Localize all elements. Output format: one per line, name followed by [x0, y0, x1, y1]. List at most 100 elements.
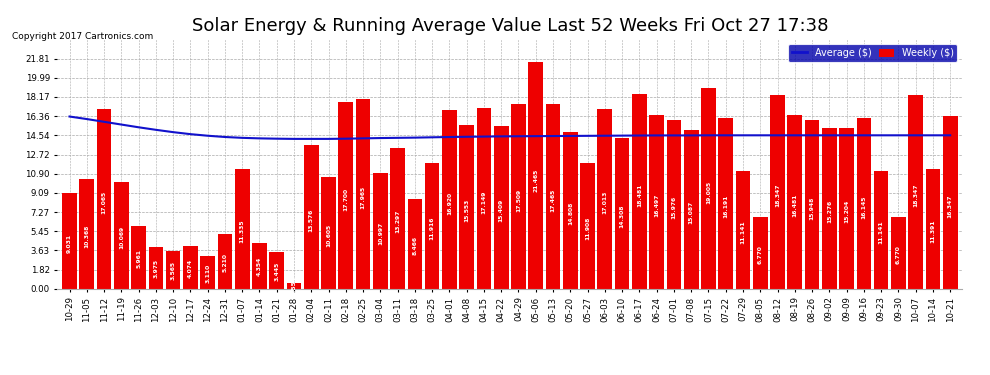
- Text: 11.391: 11.391: [931, 219, 936, 243]
- Text: 17.509: 17.509: [516, 189, 521, 211]
- Bar: [701, 88, 716, 289]
- Text: 13.297: 13.297: [395, 210, 400, 233]
- Bar: [615, 138, 630, 289]
- Bar: [287, 283, 301, 289]
- Bar: [684, 129, 699, 289]
- Text: 4.074: 4.074: [188, 258, 193, 278]
- Text: Copyright 2017 Cartronics.com: Copyright 2017 Cartronics.com: [12, 32, 153, 41]
- Text: 18.347: 18.347: [775, 184, 780, 207]
- Bar: [736, 171, 750, 289]
- Text: 15.204: 15.204: [844, 200, 849, 223]
- Bar: [132, 226, 146, 289]
- Bar: [908, 95, 923, 289]
- Text: 8.466: 8.466: [413, 236, 418, 255]
- Bar: [666, 120, 681, 289]
- Text: 6.770: 6.770: [757, 245, 762, 264]
- Text: 17.700: 17.700: [344, 188, 348, 211]
- Bar: [148, 247, 163, 289]
- Bar: [304, 146, 319, 289]
- Text: 16.497: 16.497: [654, 194, 659, 217]
- Bar: [805, 120, 820, 289]
- Bar: [580, 163, 595, 289]
- Bar: [770, 95, 785, 289]
- Bar: [252, 243, 266, 289]
- Text: 16.481: 16.481: [792, 194, 797, 217]
- Text: 5.961: 5.961: [136, 249, 142, 268]
- Bar: [511, 104, 526, 289]
- Text: 15.976: 15.976: [671, 196, 676, 219]
- Text: 14.808: 14.808: [568, 202, 573, 225]
- Text: 16.920: 16.920: [446, 192, 451, 214]
- Text: 3.565: 3.565: [170, 261, 175, 280]
- Text: 17.965: 17.965: [360, 186, 365, 209]
- Text: 19.005: 19.005: [706, 181, 711, 204]
- Bar: [373, 173, 388, 289]
- Text: 10.605: 10.605: [326, 224, 331, 247]
- Bar: [598, 109, 612, 289]
- Bar: [874, 171, 888, 289]
- Bar: [165, 251, 180, 289]
- Text: 18.347: 18.347: [913, 184, 918, 207]
- Bar: [942, 116, 957, 289]
- Bar: [753, 217, 767, 289]
- Text: 10.069: 10.069: [119, 226, 124, 249]
- Bar: [649, 115, 664, 289]
- Text: 3.445: 3.445: [274, 262, 279, 281]
- Bar: [218, 234, 233, 289]
- Bar: [425, 163, 440, 289]
- Bar: [97, 109, 112, 289]
- Text: 17.465: 17.465: [550, 189, 555, 212]
- Bar: [719, 118, 733, 289]
- Bar: [459, 124, 474, 289]
- Text: 0.554: 0.554: [291, 276, 296, 296]
- Bar: [355, 99, 370, 289]
- Text: 16.191: 16.191: [724, 195, 729, 218]
- Text: 14.308: 14.308: [620, 205, 625, 228]
- Text: 11.916: 11.916: [430, 217, 435, 240]
- Bar: [529, 62, 544, 289]
- Bar: [443, 110, 456, 289]
- Text: 15.948: 15.948: [810, 196, 815, 220]
- Text: 10.368: 10.368: [84, 225, 89, 248]
- Title: Solar Energy & Running Average Value Last 52 Weeks Fri Oct 27 17:38: Solar Energy & Running Average Value Las…: [192, 17, 828, 35]
- Text: 16.145: 16.145: [861, 195, 866, 219]
- Text: 11.335: 11.335: [240, 220, 245, 243]
- Text: 17.149: 17.149: [481, 190, 486, 214]
- Bar: [840, 128, 854, 289]
- Legend: Average ($), Weekly ($): Average ($), Weekly ($): [788, 44, 957, 62]
- Text: 21.465: 21.465: [534, 168, 539, 192]
- Bar: [476, 108, 491, 289]
- Text: 6.770: 6.770: [896, 245, 901, 264]
- Text: 17.013: 17.013: [602, 191, 607, 214]
- Text: 15.409: 15.409: [499, 199, 504, 222]
- Text: 5.210: 5.210: [223, 253, 228, 272]
- Bar: [494, 126, 509, 289]
- Bar: [787, 115, 802, 289]
- Bar: [339, 102, 353, 289]
- Text: 9.031: 9.031: [67, 234, 72, 253]
- Text: 13.576: 13.576: [309, 209, 314, 232]
- Text: 17.065: 17.065: [102, 191, 107, 214]
- Text: 11.141: 11.141: [741, 220, 745, 244]
- Bar: [62, 194, 77, 289]
- Text: 4.354: 4.354: [257, 257, 262, 276]
- Bar: [79, 179, 94, 289]
- Bar: [891, 217, 906, 289]
- Bar: [235, 169, 249, 289]
- Bar: [545, 104, 560, 289]
- Text: 18.481: 18.481: [637, 183, 642, 207]
- Text: 11.141: 11.141: [878, 220, 884, 244]
- Bar: [269, 252, 284, 289]
- Bar: [822, 128, 837, 289]
- Bar: [563, 132, 577, 289]
- Bar: [856, 118, 871, 289]
- Bar: [390, 148, 405, 289]
- Text: 15.276: 15.276: [827, 200, 832, 223]
- Text: 10.997: 10.997: [378, 222, 383, 245]
- Bar: [926, 168, 940, 289]
- Bar: [632, 94, 646, 289]
- Bar: [183, 246, 198, 289]
- Text: 11.908: 11.908: [585, 217, 590, 240]
- Bar: [200, 256, 215, 289]
- Text: 15.553: 15.553: [464, 198, 469, 222]
